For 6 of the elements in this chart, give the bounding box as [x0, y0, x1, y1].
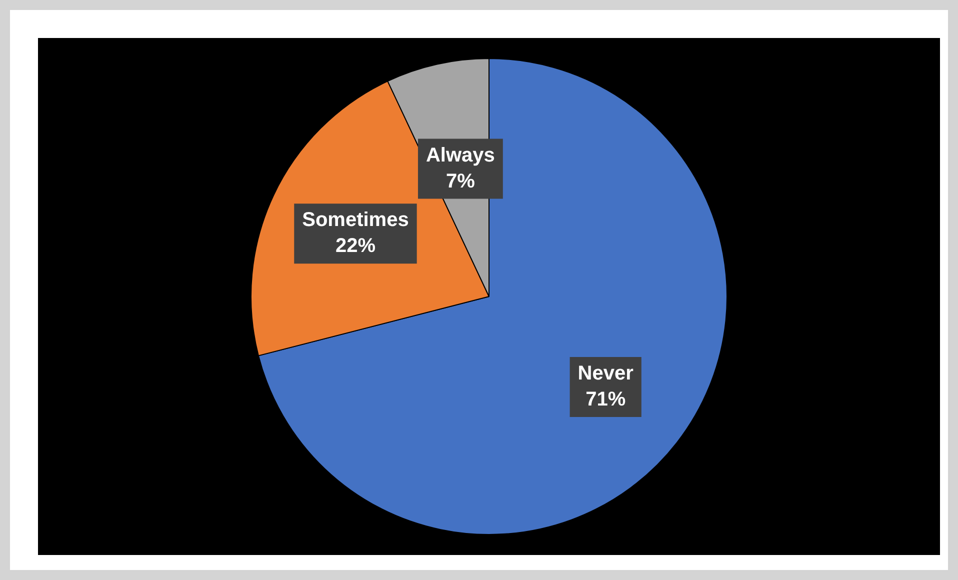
- data-label: 22%: [335, 235, 376, 258]
- slice-label: Sometimes: [302, 209, 409, 232]
- slice-label: Never: [578, 362, 634, 384]
- data-label: 71%: [586, 388, 626, 410]
- data-label: 7%: [446, 170, 476, 192]
- slice-label: Always: [426, 144, 495, 166]
